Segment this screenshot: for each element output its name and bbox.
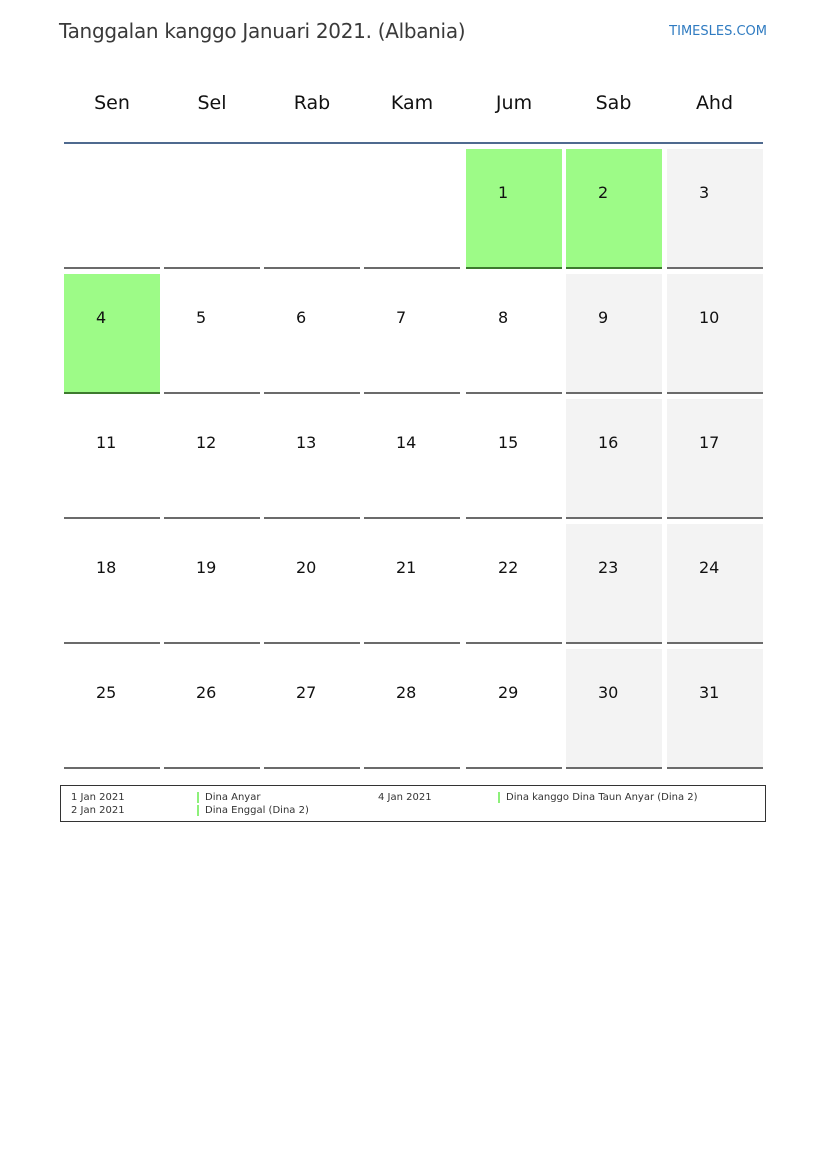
day-number: 19	[196, 558, 217, 577]
day-cell: 27	[264, 649, 360, 769]
day-cell: 23	[566, 524, 662, 644]
day-cell: 14	[364, 399, 460, 519]
day-cell: 15	[466, 399, 562, 519]
holiday-color-marker	[498, 792, 500, 803]
day-cell: 5	[164, 274, 260, 394]
day-number: 15	[498, 433, 519, 452]
day-number: 17	[699, 433, 720, 452]
header-divider	[64, 142, 763, 144]
day-cell: 4	[64, 274, 160, 394]
legend-date: 4 Jan 2021	[378, 792, 432, 803]
empty-cell	[364, 149, 460, 269]
day-number: 1	[498, 183, 509, 202]
day-number: 6	[296, 308, 307, 327]
day-cell: 18	[64, 524, 160, 644]
day-number: 10	[699, 308, 720, 327]
day-number: 7	[396, 308, 407, 327]
holiday-color-marker	[197, 805, 199, 816]
day-cell: 22	[466, 524, 562, 644]
day-number: 9	[598, 308, 609, 327]
day-cell: 6	[264, 274, 360, 394]
day-number: 20	[296, 558, 317, 577]
day-cell: 1	[466, 149, 562, 269]
day-cell: 12	[164, 399, 260, 519]
day-cell: 17	[667, 399, 763, 519]
day-cell: 13	[264, 399, 360, 519]
day-cell: 26	[164, 649, 260, 769]
brand-link[interactable]: TIMESLES.COM	[669, 24, 767, 39]
weekday-rab: Rab	[293, 92, 331, 114]
day-cell: 20	[264, 524, 360, 644]
day-number: 14	[396, 433, 417, 452]
holiday-color-marker	[197, 792, 199, 803]
day-number: 5	[196, 308, 207, 327]
day-number: 26	[196, 683, 217, 702]
day-cell: 25	[64, 649, 160, 769]
day-number: 2	[598, 183, 609, 202]
day-number: 3	[699, 183, 710, 202]
weekday-sel: Sel	[197, 92, 227, 114]
weekday-sen: Sen	[94, 92, 130, 114]
empty-cell	[64, 149, 160, 269]
day-number: 11	[96, 433, 117, 452]
legend-holiday-name: Dina Enggal (Dina 2)	[205, 805, 309, 816]
day-cell: 11	[64, 399, 160, 519]
empty-cell	[164, 149, 260, 269]
day-cell: 3	[667, 149, 763, 269]
page-title: Tanggalan kanggo Januari 2021. (Albania)	[59, 19, 466, 43]
day-cell: 31	[667, 649, 763, 769]
legend-date: 2 Jan 2021	[71, 805, 125, 816]
day-number: 28	[396, 683, 417, 702]
day-number: 25	[96, 683, 117, 702]
day-cell: 10	[667, 274, 763, 394]
day-number: 13	[296, 433, 317, 452]
day-cell: 8	[466, 274, 562, 394]
day-cell: 30	[566, 649, 662, 769]
day-cell: 21	[364, 524, 460, 644]
legend-holiday-name: Dina kanggo Dina Taun Anyar (Dina 2)	[506, 792, 698, 803]
day-cell: 29	[466, 649, 562, 769]
day-cell: 9	[566, 274, 662, 394]
day-number: 21	[396, 558, 417, 577]
day-number: 23	[598, 558, 619, 577]
day-number: 27	[296, 683, 317, 702]
day-cell: 24	[667, 524, 763, 644]
day-number: 16	[598, 433, 619, 452]
weekday-sab: Sab	[595, 92, 632, 114]
legend-holiday-name: Dina Anyar	[205, 792, 261, 803]
day-number: 18	[96, 558, 117, 577]
legend-date: 1 Jan 2021	[71, 792, 125, 803]
day-cell: 19	[164, 524, 260, 644]
day-number: 31	[699, 683, 720, 702]
day-number: 4	[96, 308, 107, 327]
day-number: 8	[498, 308, 509, 327]
day-cell: 2	[566, 149, 662, 269]
day-cell: 28	[364, 649, 460, 769]
day-number: 24	[699, 558, 720, 577]
empty-cell	[264, 149, 360, 269]
day-number: 29	[498, 683, 519, 702]
day-number: 12	[196, 433, 217, 452]
weekday-ahd: Ahd	[695, 92, 734, 114]
day-number: 22	[498, 558, 519, 577]
day-number: 30	[598, 683, 619, 702]
holiday-legend: 1 Jan 2021 2 Jan 2021 Dina Anyar Dina En…	[60, 785, 766, 822]
day-cell: 16	[566, 399, 662, 519]
weekday-kam: Kam	[390, 92, 434, 114]
weekday-jum: Jum	[495, 92, 533, 114]
day-cell: 7	[364, 274, 460, 394]
